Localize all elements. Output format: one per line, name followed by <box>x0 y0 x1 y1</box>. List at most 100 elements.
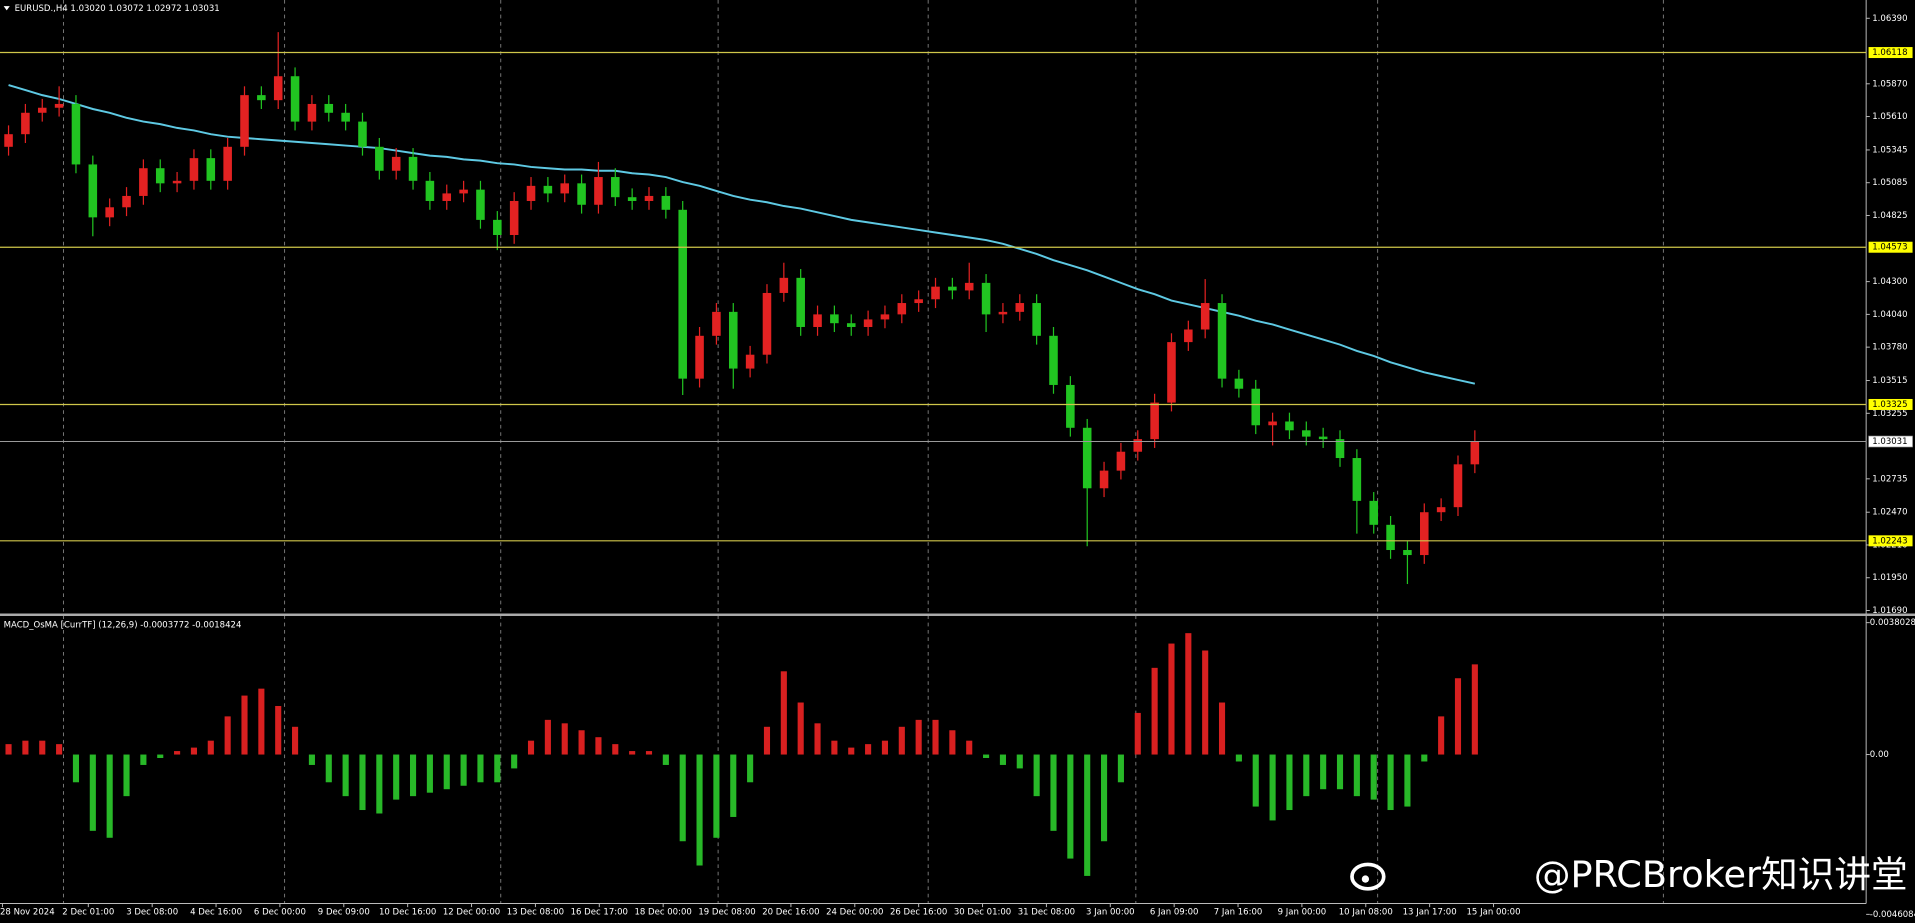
candle-body <box>998 311 1008 315</box>
candle-body <box>408 156 418 181</box>
candle-body <box>1015 303 1025 312</box>
histogram-bar <box>342 754 349 797</box>
x-tick-label: 31 Dec 08:00 <box>1018 908 1075 918</box>
histogram-bar <box>72 754 80 783</box>
candle-body <box>948 286 957 291</box>
histogram-bar <box>1117 754 1124 783</box>
histogram-bar <box>881 740 889 755</box>
histogram-bar <box>1134 712 1141 755</box>
histogram-bar <box>1218 702 1226 755</box>
candle-body <box>1200 303 1210 330</box>
candle-body <box>779 277 789 293</box>
histogram-bar <box>1454 678 1462 755</box>
level-label-box <box>1868 241 1913 253</box>
histogram-bar <box>1370 754 1377 800</box>
histogram-bar <box>1320 754 1327 790</box>
candle-body <box>745 354 755 369</box>
candle-body <box>476 189 485 220</box>
histogram-bar <box>1421 754 1428 762</box>
candle-body <box>1318 436 1328 440</box>
candle-body <box>358 121 367 147</box>
candle-body <box>88 164 98 218</box>
candle-body <box>71 103 81 165</box>
histogram-bar <box>376 754 383 814</box>
chart-title: EURUSD.,H4 1.03020 1.03072 1.02972 1.030… <box>15 4 220 14</box>
histogram-bar <box>915 719 922 755</box>
candle-body <box>914 299 923 304</box>
candle-body <box>122 195 131 208</box>
x-tick-label: 12 Dec 00:00 <box>443 908 500 918</box>
x-tick-label: 4 Dec 16:00 <box>190 908 242 918</box>
histogram-bar <box>1185 633 1192 755</box>
candle-body <box>1217 303 1227 379</box>
candle-body <box>1386 524 1395 551</box>
histogram-bar <box>1387 754 1394 811</box>
candle-body <box>728 311 738 369</box>
histogram-bar <box>359 754 366 811</box>
menu-arrow[interactable] <box>3 6 10 11</box>
y-tick-label: 1.05610 <box>1872 112 1907 122</box>
histogram-bar <box>140 754 147 765</box>
candle-body <box>1082 427 1092 489</box>
candle-body <box>1049 335 1058 385</box>
histogram-bar <box>797 702 804 755</box>
candle-body <box>695 335 704 379</box>
candle-body <box>661 195 671 210</box>
candle-body <box>1251 388 1261 426</box>
histogram-bar <box>39 740 46 755</box>
histogram-bar <box>174 751 181 755</box>
candle-body <box>1167 342 1176 403</box>
candle-body <box>189 158 199 181</box>
x-tick-label: 30 Dec 01:00 <box>954 908 1011 918</box>
histogram-bar <box>747 754 754 783</box>
histogram-bar <box>578 730 585 755</box>
candle-body <box>1066 384 1075 428</box>
x-tick-label: 19 Dec 08:00 <box>698 908 755 918</box>
histogram-bar <box>1303 754 1310 797</box>
y2-tick-label: 0.0038028 <box>1870 618 1915 628</box>
histogram-bar <box>511 754 518 769</box>
candle-body <box>1184 329 1193 343</box>
histogram-bar <box>983 754 990 759</box>
x-tick-label: 9 Dec 09:00 <box>318 908 370 918</box>
candle-body <box>830 314 839 324</box>
candle-body <box>1470 441 1480 465</box>
candle-body <box>577 183 586 205</box>
candle-body <box>1133 439 1143 452</box>
candle-body <box>1116 451 1126 471</box>
x-tick-label: 2 Dec 01:00 <box>62 908 114 918</box>
y-tick-label: 1.05870 <box>1872 79 1907 89</box>
watermark-logo <box>1350 862 1386 891</box>
candle-body <box>37 107 47 113</box>
candle-body <box>1285 421 1294 431</box>
candle-body <box>627 197 637 201</box>
candle-body <box>880 314 890 320</box>
histogram-bar <box>612 744 619 755</box>
candle-body <box>391 156 401 171</box>
candle-body <box>54 103 64 108</box>
y-tick-label: 1.03515 <box>1872 376 1907 386</box>
candle-body <box>172 180 182 184</box>
y-tick-label: 1.04040 <box>1872 310 1907 320</box>
histogram-bar <box>443 754 450 790</box>
moving-average <box>8 84 1476 385</box>
level-label: 1.06118 <box>1872 48 1907 58</box>
histogram-bar <box>1336 754 1344 790</box>
histogram-bar <box>22 740 29 755</box>
x-tick-label: 3 Jan 00:00 <box>1086 908 1135 918</box>
last-price-label: 1.03031 <box>1872 437 1907 447</box>
y-tick-label: 1.01690 <box>1872 606 1907 616</box>
histogram-bar <box>157 754 164 759</box>
candle-body <box>206 158 216 181</box>
y-tick-label: 1.06390 <box>1872 14 1907 24</box>
x-tick-label: 9 Jan 00:00 <box>1278 908 1327 918</box>
candle-body <box>981 282 991 315</box>
candle-body <box>1369 500 1378 525</box>
candle-body <box>1453 464 1463 508</box>
candle-body <box>964 282 974 291</box>
level-label: 1.03325 <box>1872 400 1907 410</box>
x-tick-label: 16 Dec 17:00 <box>571 908 628 918</box>
histogram-bar <box>730 754 737 817</box>
histogram-bar <box>696 754 703 866</box>
histogram-bar <box>241 695 248 755</box>
